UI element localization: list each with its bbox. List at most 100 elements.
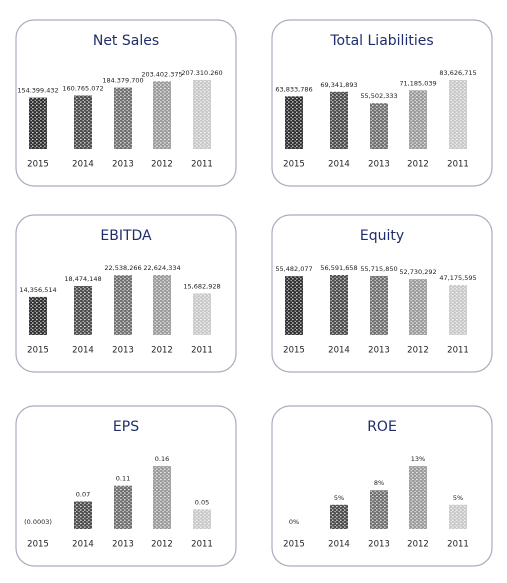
bar	[409, 90, 427, 149]
bar	[449, 504, 467, 529]
value-label: 69,341,893	[320, 81, 357, 89]
bar	[285, 276, 303, 335]
chart-card: Net Sales 154.399.432 2015 160.765.072 2014 1…	[15, 19, 237, 187]
bar	[153, 81, 171, 149]
value-label: 22,538,266	[104, 264, 141, 272]
bar	[29, 97, 47, 149]
bar	[114, 485, 132, 529]
bar	[370, 275, 388, 335]
bar	[449, 284, 467, 335]
bar	[370, 103, 388, 149]
x-tick-label: 2015	[283, 160, 305, 170]
value-label: 203.402.375	[141, 70, 182, 78]
bar	[330, 504, 348, 529]
value-label: 0%	[289, 518, 299, 526]
chart-card: EBITDA 14,356,514 2015 18,474,148 2014 22,538…	[15, 214, 237, 373]
card-border	[271, 214, 493, 373]
chart-card: Total Liabilities 63,833,786 2015 69,341,89…	[271, 19, 493, 187]
bar	[114, 275, 132, 335]
card-border	[15, 405, 237, 567]
value-label: 55,502,333	[360, 92, 397, 100]
bar	[409, 279, 427, 335]
x-tick-label: 2014	[328, 346, 350, 356]
bar	[330, 275, 348, 335]
chart-title: Net Sales	[93, 33, 159, 49]
x-tick-label: 2011	[191, 346, 213, 356]
value-label: 184.379.700	[102, 77, 143, 85]
bar	[114, 87, 132, 149]
value-label: 55,715,850	[360, 265, 397, 273]
x-tick-label: 2013	[368, 346, 390, 356]
x-tick-label: 2013	[368, 160, 390, 170]
value-label: (0.0003)	[24, 518, 52, 526]
bar	[285, 96, 303, 149]
x-tick-label: 2013	[112, 346, 134, 356]
value-label: 52,730,292	[399, 268, 436, 276]
chart-title: ROE	[367, 419, 397, 435]
value-label: 8%	[374, 479, 384, 487]
bar	[193, 80, 211, 149]
chart-card: Equity 55,482,077 2015 56,591,658 2014 55,715…	[271, 214, 493, 373]
x-tick-label: 2011	[447, 540, 469, 550]
x-tick-label: 2015	[27, 160, 49, 170]
value-label: 15,682,928	[183, 282, 220, 290]
x-tick-label: 2013	[368, 540, 390, 550]
x-tick-label: 2014	[328, 540, 350, 550]
x-tick-label: 2014	[328, 160, 350, 170]
chart-title: Equity	[360, 228, 404, 244]
bar	[74, 286, 92, 335]
x-tick-label: 2011	[191, 160, 213, 170]
value-label: 63,833,786	[275, 85, 312, 93]
value-label: 13%	[411, 455, 425, 463]
card-border	[271, 405, 493, 567]
x-tick-label: 2011	[447, 160, 469, 170]
x-tick-label: 2012	[407, 540, 429, 550]
x-tick-label: 2012	[151, 160, 173, 170]
x-tick-label: 2013	[112, 160, 134, 170]
value-label: 0.07	[76, 490, 90, 498]
x-tick-label: 2011	[447, 346, 469, 356]
card-border	[271, 19, 493, 187]
bar	[449, 80, 467, 149]
x-tick-label: 2012	[407, 160, 429, 170]
value-label: 22,624,334	[143, 264, 180, 272]
value-label: 55,482,077	[275, 265, 312, 273]
bar	[29, 296, 47, 335]
bar	[153, 466, 171, 529]
value-label: 5%	[453, 494, 463, 502]
value-label: 0.16	[155, 455, 169, 463]
card-border	[15, 214, 237, 373]
bar	[74, 95, 92, 149]
x-tick-label: 2014	[72, 540, 94, 550]
x-tick-label: 2015	[27, 540, 49, 550]
x-tick-label: 2012	[151, 346, 173, 356]
bar	[409, 466, 427, 529]
card-border	[15, 19, 237, 187]
bar	[193, 509, 211, 529]
value-label: 154.399.432	[17, 87, 58, 95]
x-tick-label: 2011	[191, 540, 213, 550]
value-label: 0.11	[116, 475, 130, 483]
chart-card: ROE 0% 2015 5% 2014 8% 2013 13% 2012 5% 2011	[271, 405, 493, 567]
value-label: 83,626,715	[439, 69, 476, 77]
value-label: 47,175,595	[439, 274, 476, 282]
value-label: 56,591,658	[320, 264, 357, 272]
x-tick-label: 2014	[72, 160, 94, 170]
value-label: 207.310.260	[181, 69, 222, 77]
value-label: 18,474,148	[64, 275, 101, 283]
x-tick-label: 2015	[27, 346, 49, 356]
x-tick-label: 2015	[283, 346, 305, 356]
x-tick-label: 2015	[283, 540, 305, 550]
value-label: 0.05	[195, 498, 209, 506]
chart-title: EBITDA	[100, 228, 152, 244]
value-label: 14,356,514	[19, 286, 56, 294]
x-tick-label: 2014	[72, 346, 94, 356]
chart-title: Total Liabilities	[329, 33, 433, 49]
value-label: 71,185,039	[399, 79, 436, 87]
bar	[370, 490, 388, 529]
x-tick-label: 2012	[151, 540, 173, 550]
value-label: 5%	[334, 494, 344, 502]
x-tick-label: 2012	[407, 346, 429, 356]
value-label: 160.765.072	[62, 84, 103, 92]
